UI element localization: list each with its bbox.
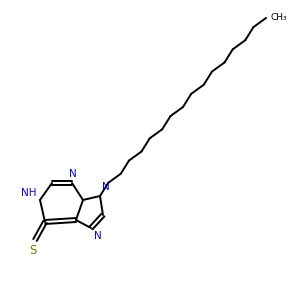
Text: S: S: [29, 244, 37, 257]
Text: N: N: [102, 182, 110, 192]
Text: NH: NH: [22, 188, 37, 198]
Text: CH₃: CH₃: [270, 14, 287, 22]
Text: N: N: [69, 169, 77, 179]
Text: N: N: [94, 231, 102, 241]
